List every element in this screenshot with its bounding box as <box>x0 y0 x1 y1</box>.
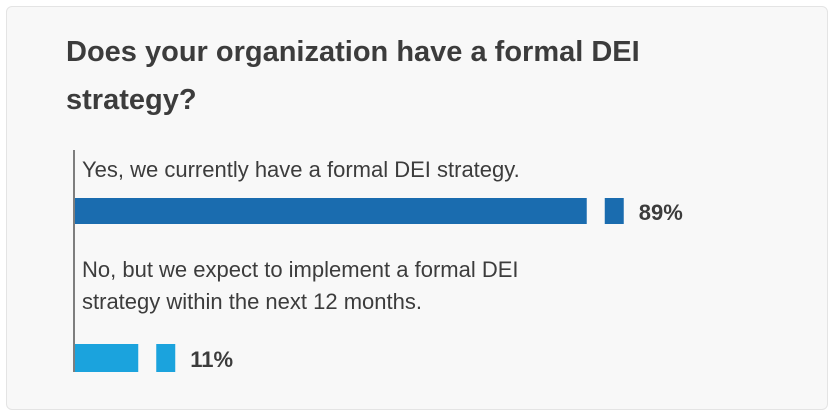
category-label: No, but we expect to implement a formal … <box>82 257 519 314</box>
category-label: Yes, we currently have a formal DEI stra… <box>82 157 520 182</box>
value-label: 89% <box>638 200 683 225</box>
value-label: 11% <box>190 347 234 372</box>
chart-title: Does your organization have a formal DEI… <box>66 36 640 116</box>
bar <box>75 344 139 372</box>
bar-marker <box>156 344 176 372</box>
bar <box>75 198 587 224</box>
bar-marker <box>604 198 624 224</box>
